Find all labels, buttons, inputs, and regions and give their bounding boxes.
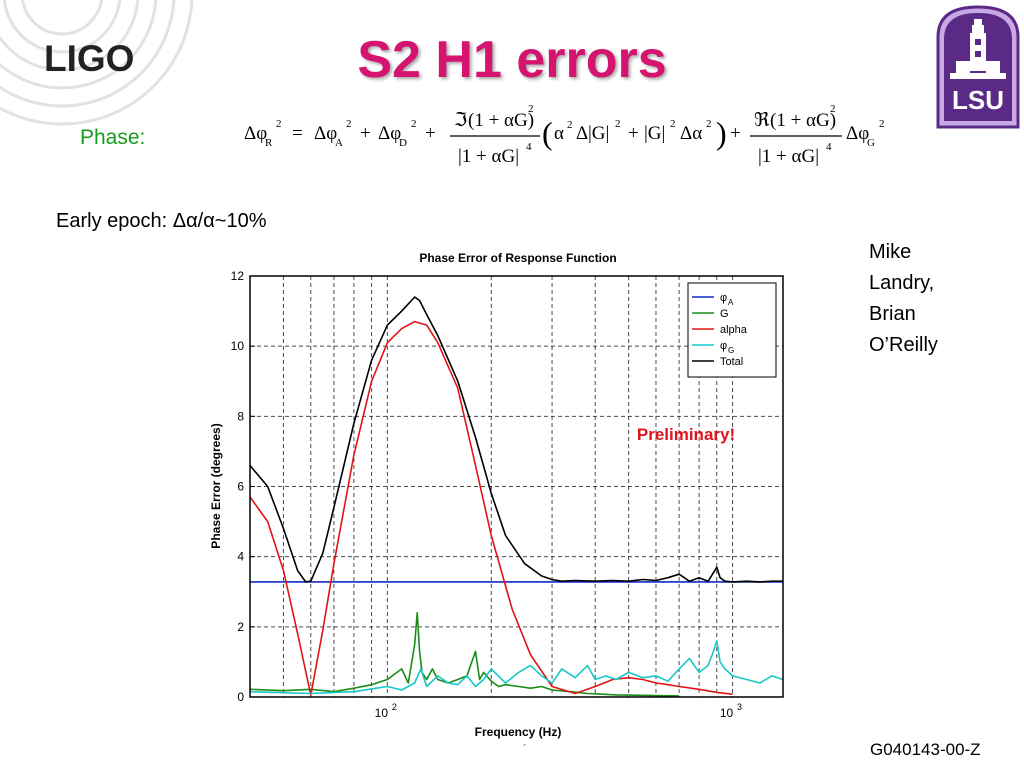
svg-text:(1 + αG): (1 + αG) [468,110,534,131]
x-tick-exponent: 2 [392,702,397,712]
legend-label-sub: G [728,346,734,355]
svg-text:ℑ: ℑ [454,110,467,131]
svg-text:|1 + αG|: |1 + αG| [758,146,819,167]
svg-text:2: 2 [615,118,621,130]
svg-text:(: ( [542,115,553,151]
svg-text:R: R [265,137,273,149]
svg-text:+: + [628,123,639,144]
phase-label: Phase: [80,126,146,149]
page-title: S2 H1 errors [357,31,667,89]
x-tick-exponent: 3 [737,702,742,712]
y-tick-label: 2 [237,620,244,634]
y-axis-label: Phase Error (degrees) [209,423,223,548]
svg-text:Δφ: Δφ [846,123,869,144]
svg-text:2: 2 [879,118,885,130]
svg-text:Δφ: Δφ [314,123,337,144]
legend-label: φ [720,292,727,304]
legend-label: φ [720,340,727,352]
svg-text:2: 2 [706,118,712,130]
svg-text:Δα: Δα [680,123,702,144]
svg-text:|1 + αG|: |1 + αG| [458,146,519,167]
document-id: G040143-00-Z [870,740,981,759]
svg-text:2: 2 [346,118,352,130]
dot-mark: ´ [523,742,527,756]
series-line-alpha [249,320,733,697]
legend-label: alpha [720,324,748,336]
decorative-rings [0,0,194,126]
svg-text:|G|: |G| [644,123,665,144]
series-lines [249,296,784,697]
svg-text:4: 4 [526,141,532,153]
svg-text:4: 4 [826,141,832,153]
series-line--g [249,640,784,695]
author-line: Landry, [869,272,935,294]
y-tick-label: 6 [237,480,244,494]
legend-label-sub: A [728,298,734,307]
svg-text:|G|: |G| [588,123,609,144]
svg-text:2: 2 [567,119,573,131]
series-line-g [249,611,680,697]
author-line: Mike [869,241,912,263]
legend-label: G [720,308,729,320]
x-axis-label: Frequency (Hz) [475,725,562,739]
svg-text:+: + [730,123,741,144]
preliminary-annotation: Preliminary! [637,425,735,444]
x-tick-label: 10 [375,706,389,720]
svg-text:2: 2 [528,103,534,115]
phase-error-equation: Δφ R 2 = Δφ A 2 + Δφ D 2 + ℑ (1 + αG) 2 … [244,103,885,167]
svg-text:2: 2 [411,118,417,130]
svg-text:2: 2 [276,118,282,130]
y-tick-label: 12 [231,269,245,283]
svg-text:D: D [399,137,407,149]
legend-label: Total [720,356,743,368]
svg-text:): ) [716,115,727,151]
author-line: Brian [869,303,916,325]
phase-error-chart: Phase Error of Response Function Frequen… [209,251,784,739]
svg-text:Δ: Δ [576,123,588,144]
svg-text:α: α [554,123,564,144]
svg-text:Δφ: Δφ [378,123,401,144]
svg-text:G: G [867,137,875,149]
y-tick-label: 0 [237,690,244,704]
author-line: O’Reilly [869,334,938,356]
svg-text:A: A [335,137,343,149]
chart-title: Phase Error of Response Function [419,251,616,265]
ligo-logo: LIGO [44,38,135,79]
svg-text:(1 + αG): (1 + αG) [770,110,836,131]
y-tick-label: 10 [231,339,245,353]
lsu-logo-text: LSU [952,85,1004,115]
svg-text:+: + [360,123,371,144]
svg-text:=: = [292,123,303,144]
series-line-total [249,296,783,583]
svg-text:ℜ: ℜ [754,110,770,131]
lsu-logo: LSU [936,5,1020,129]
svg-text:2: 2 [830,103,836,115]
svg-text:2: 2 [670,118,676,130]
x-tick-label: 10 [720,706,734,720]
svg-text:Δφ: Δφ [244,123,267,144]
authors: Mike Landry, Brian O’Reilly [869,237,938,361]
early-epoch-note: Early epoch: Δα/α~10% [56,210,267,232]
y-tick-label: 4 [237,550,244,564]
y-tick-label: 8 [237,409,244,423]
svg-text:+: + [425,123,436,144]
